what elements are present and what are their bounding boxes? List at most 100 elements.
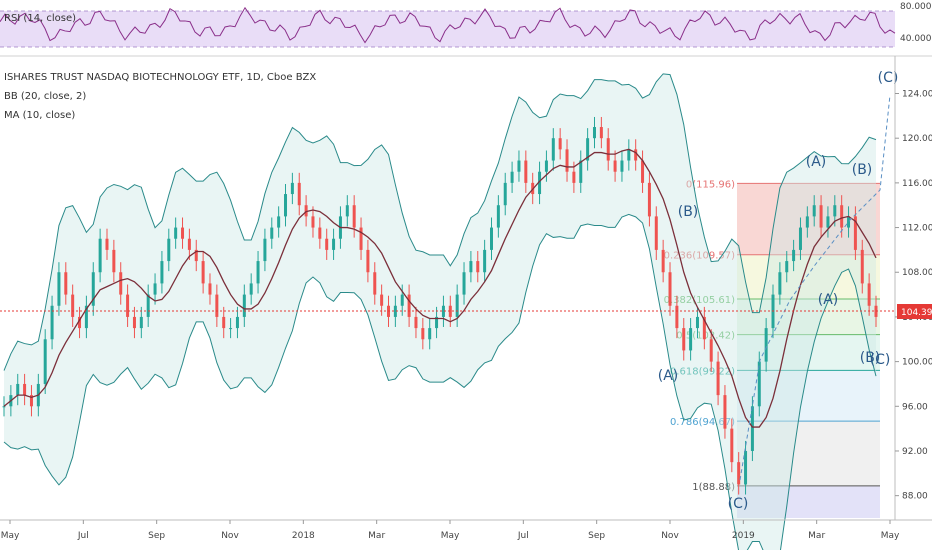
candle-body — [860, 249, 864, 284]
candle-body — [654, 216, 658, 250]
candle-body — [558, 138, 562, 150]
candle-body — [757, 361, 761, 407]
wave-projection-line — [739, 94, 891, 481]
candle-body — [71, 294, 75, 317]
candle-body — [126, 294, 130, 317]
y-tick-label: 92.00 — [902, 447, 928, 457]
candle-body — [208, 283, 212, 295]
candle-body — [798, 227, 802, 250]
y-tick-label: 120.00 — [902, 134, 932, 144]
candle-body — [853, 216, 857, 250]
candle-body — [78, 316, 82, 329]
candle-body — [201, 261, 205, 284]
candle-body — [476, 261, 480, 273]
y-tick-label: 88.00 — [902, 492, 928, 502]
bollinger-bands — [3, 73, 877, 550]
x-tick-label: 2018 — [292, 531, 315, 541]
candle-body — [489, 227, 493, 250]
y-tick-label: 108.00 — [902, 268, 932, 278]
rsi-label: RSI (14, close) — [4, 13, 76, 24]
candle-body — [730, 428, 734, 463]
candle-body — [441, 305, 445, 317]
fib-zone — [737, 370, 880, 422]
indicator-bb: BB (20, close, 2) — [4, 91, 86, 102]
candle-body — [229, 328, 233, 330]
y-axis-ticks: 124.00120.00116.00112.00108.00104.00100.… — [895, 90, 932, 502]
candle-body — [57, 272, 61, 306]
candle-body — [304, 205, 308, 217]
wave-label: (A) — [806, 154, 827, 170]
x-tick-label: Mar — [808, 531, 825, 541]
last-price-value: 104.39 — [901, 308, 932, 318]
fib-level-label: 1(88.88) — [692, 482, 735, 493]
candle-body — [2, 406, 6, 408]
candle-body — [215, 294, 219, 317]
rsi-line — [0, 6, 896, 44]
fib-level-label: 0.236(109.57) — [664, 251, 736, 262]
candle-body — [174, 227, 178, 239]
candle-body — [50, 305, 54, 340]
fib-zone — [737, 485, 880, 518]
candle-body — [352, 205, 356, 228]
candle-body — [805, 216, 809, 228]
candle-body — [812, 205, 816, 217]
fib-level-label: 0.382(105.61) — [664, 295, 736, 306]
wave-label: (B) — [852, 162, 873, 178]
candle-body — [579, 160, 583, 183]
candles — [2, 116, 878, 495]
candle-body — [16, 383, 20, 396]
candle-body — [284, 194, 288, 217]
candle-body — [242, 294, 246, 317]
x-tick-label: Nov — [661, 531, 679, 541]
candle-body — [91, 272, 95, 306]
candle-body — [647, 182, 651, 217]
candle-body — [290, 182, 294, 195]
candle-body — [43, 339, 47, 384]
candle-body — [833, 205, 837, 217]
x-tick-label: Jul — [517, 531, 529, 541]
y-tick-label: 112.00 — [902, 224, 932, 234]
candle-body — [235, 316, 239, 329]
candle-body — [847, 216, 851, 228]
candle-body — [98, 238, 102, 273]
candle-body — [421, 328, 425, 340]
candle-body — [840, 205, 844, 228]
x-tick-label: Sep — [588, 531, 605, 541]
wave-label: (C) — [728, 496, 749, 512]
candle-body — [682, 328, 686, 351]
bollinger-fill — [4, 73, 876, 550]
candle-body — [105, 238, 109, 250]
candle-body — [414, 316, 418, 329]
candle-body — [503, 182, 507, 206]
candle-body — [641, 160, 645, 183]
candle-body — [510, 171, 514, 183]
wave-label: (C) — [870, 352, 891, 368]
candle-body — [366, 249, 370, 273]
indicator-ma: MA (10, close) — [4, 110, 75, 121]
candle-body — [455, 294, 459, 317]
candle-body — [517, 160, 521, 172]
candle-body — [29, 395, 33, 407]
x-tick-label: Mar — [368, 531, 385, 541]
candle-body — [194, 249, 198, 262]
candle-body — [132, 316, 136, 329]
candle-body — [469, 261, 473, 273]
candle-body — [428, 328, 432, 340]
candle-body — [675, 305, 679, 329]
candle-body — [496, 205, 500, 228]
candle-body — [311, 216, 315, 228]
candle-body — [332, 238, 336, 250]
candle-body — [702, 316, 706, 340]
y-tick-label: 124.00 — [902, 90, 932, 100]
x-tick-label: Nov — [221, 531, 239, 541]
candle-body — [112, 249, 116, 273]
candle-body — [695, 316, 699, 329]
candle-body — [551, 138, 555, 161]
fib-level-label: 0(115.96) — [686, 179, 735, 190]
candle-body — [249, 283, 253, 295]
candle-body — [400, 294, 404, 306]
candle-body — [792, 249, 796, 262]
last-price-badge — [897, 304, 932, 319]
candle-body — [627, 149, 631, 161]
